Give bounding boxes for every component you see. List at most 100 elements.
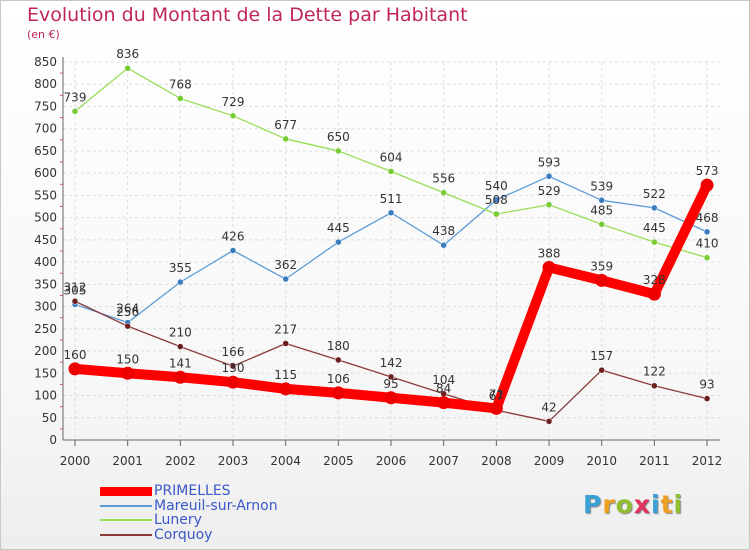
data-point: [335, 356, 342, 364]
y-tick-label: 650: [34, 144, 57, 158]
y-tick-label: 450: [34, 233, 57, 247]
data-label: 445: [643, 221, 666, 235]
x-tick-label: 2010: [586, 454, 617, 468]
x-tick-label: 2007: [428, 454, 459, 468]
x-tick-label: 2004: [270, 454, 301, 468]
data-point: [387, 168, 395, 175]
data-point: [331, 386, 345, 400]
data-label: 93: [699, 378, 714, 392]
data-label: 150: [116, 352, 139, 366]
data-label: 115: [274, 368, 297, 382]
data-label: 362: [274, 258, 297, 272]
legend-item-primelles: PRIMELLES: [100, 484, 278, 499]
data-label: 539: [590, 179, 613, 193]
y-tick-label: 50: [42, 411, 57, 425]
proxiti-logo: Proxiti: [583, 490, 683, 519]
y-tick-label: 750: [34, 99, 57, 113]
data-label: 67: [489, 389, 504, 403]
data-label: 142: [380, 356, 403, 370]
data-point: [598, 366, 605, 374]
logo-letter: r: [602, 490, 616, 519]
data-label: 328: [643, 273, 666, 287]
data-point: [229, 362, 237, 370]
data-label: 445: [327, 221, 350, 235]
data-point: [177, 278, 184, 286]
data-label: 355: [169, 261, 192, 275]
logo-letter: i: [651, 490, 661, 519]
data-point: [335, 147, 342, 155]
y-tick-label: 200: [34, 344, 57, 358]
data-point: [598, 221, 605, 228]
x-tick-label: 2005: [323, 454, 354, 468]
data-label: 508: [485, 193, 508, 207]
data-point: [229, 247, 237, 254]
data-label: 522: [643, 187, 666, 201]
data-label: 468: [696, 211, 719, 225]
data-label: 166: [222, 345, 245, 359]
x-tick-label: 2012: [692, 454, 723, 468]
data-point: [545, 418, 553, 425]
y-tick-label: 150: [34, 366, 57, 380]
y-tick-label: 100: [34, 389, 57, 403]
data-label: 511: [380, 192, 403, 206]
data-label: 573: [696, 164, 719, 178]
data-point: [703, 228, 711, 236]
data-label: 739: [64, 90, 87, 104]
y-tick-label: 400: [34, 255, 57, 269]
x-tick-label: 2008: [481, 454, 512, 468]
chart-title: Evolution du Montant de la Dette par Hab…: [27, 4, 468, 26]
y-tick-label: 850: [34, 55, 57, 69]
x-tick-label: 2003: [218, 454, 249, 468]
data-point: [282, 275, 289, 283]
y-tick-label: 500: [34, 211, 57, 225]
legend-label-lunery: Lunery: [154, 512, 202, 529]
data-point: [440, 241, 447, 249]
data-point: [124, 322, 131, 330]
data-label: 485: [590, 203, 613, 217]
data-label: 122: [643, 365, 666, 379]
data-label: 556: [432, 172, 455, 186]
data-point: [437, 396, 451, 410]
data-label: 305: [64, 283, 87, 297]
x-tick-label: 2002: [165, 454, 196, 468]
data-label: 768: [169, 77, 192, 91]
legend-swatch-corquoy: [100, 533, 152, 536]
logo-letter: t: [660, 490, 674, 519]
data-label: 104: [432, 373, 455, 387]
data-point: [282, 135, 289, 143]
data-point: [598, 197, 605, 204]
data-point: [700, 178, 714, 192]
data-point: [71, 298, 79, 305]
data-point: [545, 201, 553, 209]
data-label: 256: [116, 305, 139, 319]
legend-swatch-primelles: [100, 486, 152, 496]
data-point: [121, 366, 135, 380]
data-label: 157: [590, 349, 613, 363]
y-tick-label: 800: [34, 77, 57, 91]
y-tick-label: 600: [34, 166, 57, 180]
y-tick-label: 700: [34, 122, 57, 136]
data-label: 141: [169, 356, 192, 370]
data-label: 729: [222, 95, 245, 109]
data-point: [177, 343, 184, 350]
legend-item-mareuil: Mareuil-sur-Arnon: [100, 499, 278, 514]
data-point: [68, 362, 82, 376]
y-tick-label: 550: [34, 188, 57, 202]
data-label: 540: [485, 179, 508, 193]
data-point: [647, 287, 661, 301]
legend-swatch-lunery: [100, 519, 152, 522]
data-label: 650: [327, 130, 350, 144]
legend-label-mareuil: Mareuil-sur-Arnon: [154, 497, 278, 514]
data-label: 210: [169, 326, 192, 340]
logo-letter: i: [673, 490, 684, 519]
data-point: [651, 238, 658, 246]
data-label: 42: [541, 400, 556, 414]
data-point: [595, 273, 609, 287]
logo-letter: P: [583, 490, 603, 519]
x-tick-label: 2011: [639, 454, 670, 468]
data-point: [71, 108, 79, 115]
legend-label-corquoy: Corquoy: [154, 526, 213, 543]
legend-item-lunery: Lunery: [100, 513, 278, 528]
y-tick-label: 300: [34, 300, 57, 314]
data-point: [651, 204, 658, 212]
